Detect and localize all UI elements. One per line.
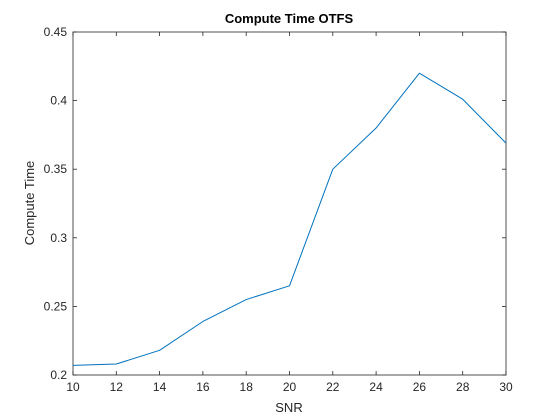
y-tick-label: 0.4 [50, 94, 67, 108]
x-tick-label: 28 [456, 380, 470, 394]
x-tick-label: 12 [110, 380, 124, 394]
y-tick-label: 0.35 [44, 162, 68, 176]
y-tick-label: 0.3 [50, 231, 67, 245]
x-tick-label: 14 [153, 380, 167, 394]
x-axis-label: SNR [275, 400, 302, 415]
x-tick-label: 20 [283, 380, 297, 394]
plot-frame [72, 31, 507, 376]
y-axis: 0.2 0.25 0.3 0.35 0.4 0.45 [44, 25, 506, 382]
x-tick-label: 26 [413, 380, 427, 394]
y-tick-label: 0.2 [50, 368, 67, 382]
series-line-0 [72, 72, 507, 366]
x-tick-label: 16 [196, 380, 210, 394]
x-tick-label: 18 [240, 380, 254, 394]
y-tick-label: 0.45 [44, 25, 68, 39]
chart-title: Compute Time OTFS [225, 11, 354, 26]
y-axis-label: Compute Time [22, 161, 37, 246]
x-tick-label: 24 [369, 380, 383, 394]
y-tick-label: 0.25 [44, 299, 68, 313]
series-layer [72, 72, 507, 366]
x-tick-label: 30 [499, 380, 513, 394]
x-tick-label: 22 [326, 380, 340, 394]
x-axis: 10 12 14 16 18 20 22 24 26 28 30 [66, 32, 513, 394]
x-tick-label: 10 [66, 380, 80, 394]
